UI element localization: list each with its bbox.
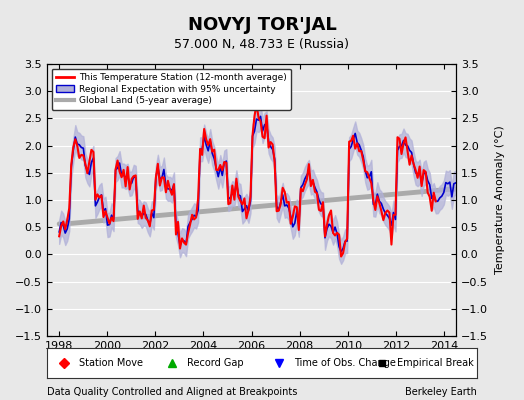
Text: Empirical Break: Empirical Break [397,358,474,368]
Text: Record Gap: Record Gap [187,358,244,368]
Text: Data Quality Controlled and Aligned at Breakpoints: Data Quality Controlled and Aligned at B… [47,387,298,397]
Text: NOVYJ TOR'JAL: NOVYJ TOR'JAL [188,16,336,34]
Y-axis label: Temperature Anomaly (°C): Temperature Anomaly (°C) [495,126,505,274]
Text: Berkeley Earth: Berkeley Earth [405,387,477,397]
Legend: This Temperature Station (12-month average), Regional Expectation with 95% uncer: This Temperature Station (12-month avera… [52,68,291,110]
Text: Time of Obs. Change: Time of Obs. Change [294,358,396,368]
Text: 57.000 N, 48.733 E (Russia): 57.000 N, 48.733 E (Russia) [174,38,350,51]
Text: Station Move: Station Move [80,358,144,368]
